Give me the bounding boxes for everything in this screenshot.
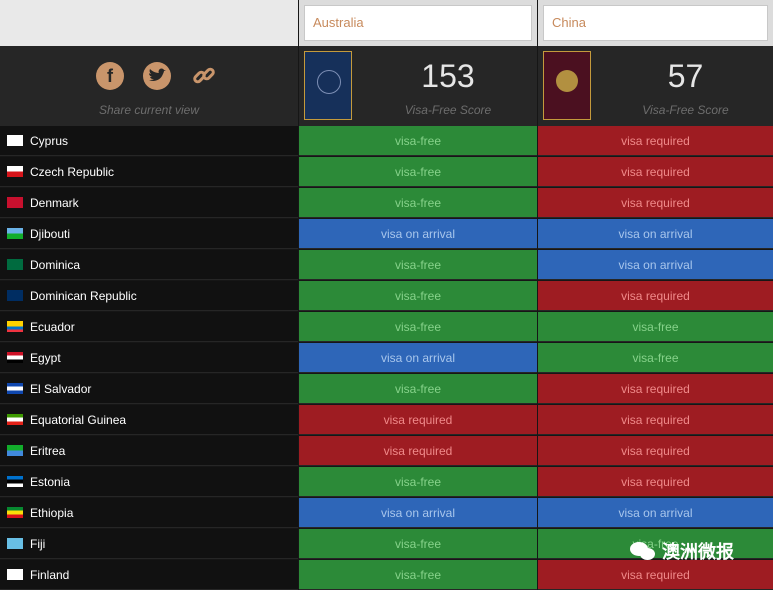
- visa-status-cell: visa required: [299, 405, 537, 435]
- flag-icon: [7, 352, 23, 363]
- passport-image-china: [543, 51, 591, 120]
- country-row[interactable]: Finland: [0, 560, 298, 590]
- visa-status-cell: visa-free: [299, 467, 537, 497]
- visa-status-cell: visa on arrival: [538, 498, 773, 528]
- visa-status-cell: visa-free: [299, 529, 537, 559]
- passport-image-australia: [304, 51, 352, 120]
- country-selector-china[interactable]: China: [538, 0, 773, 46]
- visa-status-cell: visa-free: [299, 312, 537, 342]
- visa-status-cell: visa required: [538, 405, 773, 435]
- visa-status-cell: visa on arrival: [299, 498, 537, 528]
- country-row[interactable]: Denmark: [0, 188, 298, 218]
- country-name: Denmark: [30, 196, 79, 210]
- country-name: Dominica: [30, 258, 81, 272]
- visa-status-cell: visa on arrival: [299, 343, 537, 373]
- wechat-watermark: 澳洲微报: [630, 537, 773, 565]
- flag-icon: [7, 259, 23, 270]
- flag-icon: [7, 507, 23, 518]
- visa-status-cell: visa on arrival: [299, 219, 537, 249]
- china-header: 57 Visa-Free Score: [538, 46, 773, 126]
- score-label: Visa-Free Score: [642, 103, 729, 117]
- country-row[interactable]: Estonia: [0, 467, 298, 497]
- selector-spacer: [0, 0, 298, 46]
- country-select-input[interactable]: Australia: [304, 5, 532, 41]
- visa-status-cell: visa required: [538, 436, 773, 466]
- visa-status-cell: visa-free: [299, 250, 537, 280]
- flag-icon: [7, 228, 23, 239]
- country-name: Ethiopia: [30, 506, 74, 520]
- visa-status-cell: visa-free: [538, 343, 773, 373]
- country-name: Czech Republic: [30, 165, 115, 179]
- visa-status-cell: visa-free: [299, 157, 537, 187]
- australia-header: 153 Visa-Free Score: [299, 46, 537, 126]
- visa-status-cell: visa-free: [299, 560, 537, 590]
- share-icons: f: [96, 62, 237, 90]
- visa-status-cell: visa on arrival: [538, 219, 773, 249]
- watermark-text: 澳洲微报: [662, 542, 734, 562]
- visa-status-cell: visa required: [299, 436, 537, 466]
- country-name: Ecuador: [30, 320, 75, 334]
- country-row[interactable]: El Salvador: [0, 374, 298, 404]
- visa-status-cell: visa-free: [299, 126, 537, 156]
- visa-status-cell: visa-free: [299, 374, 537, 404]
- visa-free-score: 153: [421, 58, 475, 94]
- flag-icon: [7, 538, 23, 549]
- visa-status-cell: visa on arrival: [538, 250, 773, 280]
- country-select-input[interactable]: China: [543, 5, 768, 41]
- flag-icon: [7, 445, 23, 456]
- flag-icon: [7, 414, 23, 425]
- country-row[interactable]: Dominica: [0, 250, 298, 280]
- visa-status-cell: visa-free: [538, 529, 773, 559]
- country-name: Cyprus: [30, 134, 69, 148]
- facebook-icon[interactable]: f: [96, 62, 124, 90]
- country-row[interactable]: Cyprus: [0, 126, 298, 156]
- visa-status-cell: visa required: [538, 374, 773, 404]
- flag-icon: [7, 166, 23, 177]
- visa-status-cell: visa required: [538, 188, 773, 218]
- country-row[interactable]: Eritrea: [0, 436, 298, 466]
- flag-icon: [7, 290, 23, 301]
- score-label: Visa-Free Score: [404, 103, 492, 117]
- country-name: Equatorial Guinea: [30, 413, 127, 427]
- flag-icon: [7, 135, 23, 146]
- visa-status-cell: visa required: [538, 126, 773, 156]
- country-row[interactable]: Ethiopia: [0, 498, 298, 528]
- visa-status-cell: visa-free: [299, 188, 537, 218]
- visa-status-cell: visa required: [538, 281, 773, 311]
- country-row[interactable]: Equatorial Guinea: [0, 405, 298, 435]
- country-name: Finland: [30, 568, 70, 582]
- link-icon[interactable]: [190, 62, 218, 90]
- country-row[interactable]: Djibouti: [0, 219, 298, 249]
- country-row[interactable]: Dominican Republic: [0, 281, 298, 311]
- visa-status-cell: visa-free: [299, 281, 537, 311]
- country-row[interactable]: Fiji: [0, 529, 298, 559]
- wechat-icon: [630, 540, 658, 562]
- country-selector-australia[interactable]: Australia: [299, 0, 537, 46]
- country-name: Djibouti: [30, 227, 71, 241]
- country-name: Eritrea: [30, 444, 66, 458]
- country-name: Fiji: [30, 537, 46, 551]
- visa-status-cell: visa required: [538, 157, 773, 187]
- country-row[interactable]: Egypt: [0, 343, 298, 373]
- flag-icon: [7, 383, 23, 394]
- country-name: Egypt: [30, 351, 61, 365]
- flag-icon: [7, 569, 23, 580]
- share-label: Share current view: [98, 103, 200, 117]
- flag-icon: [7, 197, 23, 208]
- country-name: El Salvador: [30, 382, 92, 396]
- country-name: Estonia: [30, 475, 71, 489]
- country-row[interactable]: Ecuador: [0, 312, 298, 342]
- visa-status-cell: visa-free: [538, 312, 773, 342]
- twitter-icon[interactable]: [143, 62, 171, 90]
- visa-free-score: 57: [667, 58, 704, 94]
- country-name: Dominican Republic: [30, 289, 137, 303]
- country-row[interactable]: Czech Republic: [0, 157, 298, 187]
- flag-icon: [7, 321, 23, 332]
- visa-status-cell: visa required: [538, 467, 773, 497]
- flag-icon: [7, 476, 23, 487]
